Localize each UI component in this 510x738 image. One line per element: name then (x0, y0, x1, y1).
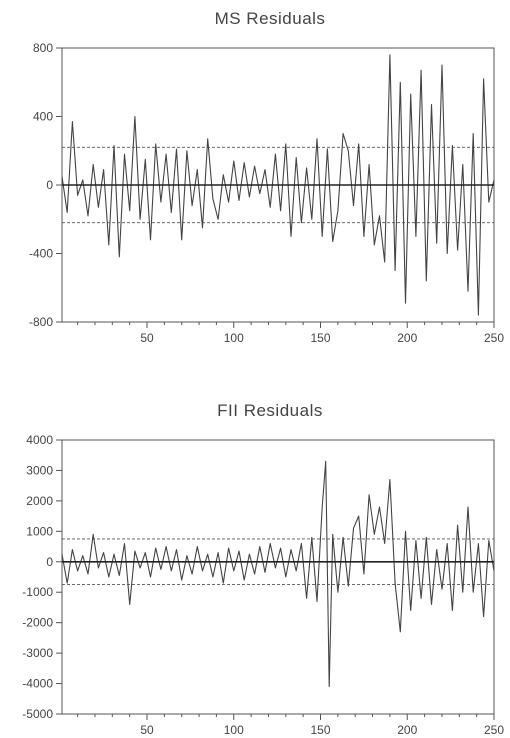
x-tick-label: 50 (140, 331, 154, 345)
x-tick-label: 150 (310, 723, 330, 737)
residual-series-line (61, 54, 495, 316)
y-tick-label: 1000 (26, 524, 53, 538)
x-tick-label: 50 (140, 723, 154, 737)
x-tick-label: 250 (484, 331, 504, 345)
y-tick-label: 400 (33, 110, 53, 124)
y-tick-label: 0 (46, 555, 53, 569)
y-tick-label: 2000 (26, 494, 53, 508)
y-tick-label: -5000 (22, 707, 53, 721)
fii-residuals-chart: FII Residuals 50 100 150 200 250 4000 3000 2000… (0, 390, 510, 738)
y-tick-label: -4000 (22, 677, 53, 691)
x-tick-label: 250 (484, 723, 504, 737)
y-tick-label: -800 (29, 315, 53, 329)
y-tick-label: 4000 (26, 433, 53, 447)
chart-title: MS Residuals (214, 9, 326, 28)
x-tick-label: 100 (224, 331, 244, 345)
x-tick-label: 200 (397, 331, 417, 345)
plot-frame (61, 439, 495, 715)
y-tick-label: -400 (29, 247, 53, 261)
y-tick-label: 3000 (26, 463, 53, 477)
chart-title: FII Residuals (217, 401, 323, 420)
y-tick-label: 0 (46, 178, 53, 192)
x-tick-label: 200 (397, 723, 417, 737)
ms-residuals-chart: MS Residuals 50 100 150 200 250 800 400 0 -400 -8… (0, 0, 510, 345)
x-tick-label: 150 (310, 331, 330, 345)
ms-residuals-plot: 50 100 150 200 250 800 400 0 -400 -800 (29, 41, 504, 345)
y-tick-label: -2000 (22, 616, 53, 630)
y-tick-label: -1000 (22, 585, 53, 599)
y-tick-label: 800 (33, 41, 53, 55)
x-tick-label: 100 (224, 723, 244, 737)
y-tick-label: -3000 (22, 646, 53, 660)
fii-residuals-plot: 50 100 150 200 250 4000 3000 2000 1000 0 -1000 -200… (22, 433, 504, 737)
residual-series-line (61, 460, 495, 688)
